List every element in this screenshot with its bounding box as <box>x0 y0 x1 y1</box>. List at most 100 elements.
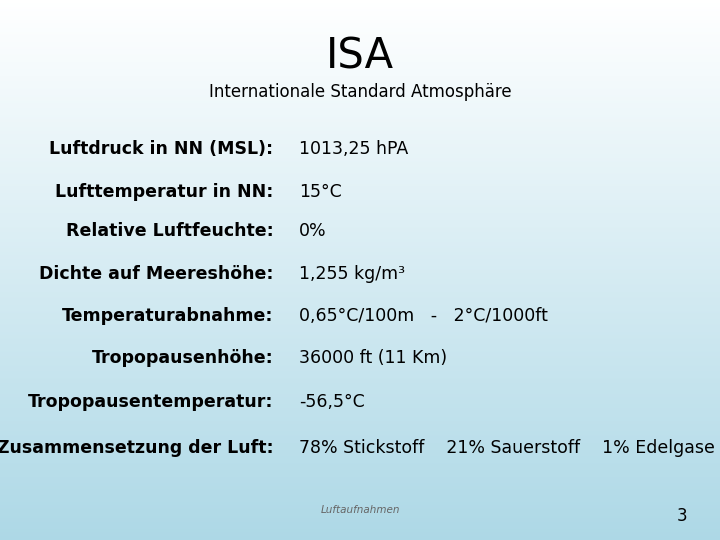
Bar <box>0 292 720 293</box>
Bar <box>0 518 720 519</box>
Bar <box>0 56 720 57</box>
Bar <box>0 77 720 78</box>
Bar <box>0 501 720 502</box>
Bar <box>0 265 720 266</box>
Bar <box>0 361 720 362</box>
Bar <box>0 497 720 498</box>
Bar <box>0 354 720 355</box>
Bar <box>0 491 720 492</box>
Bar <box>0 262 720 263</box>
Bar <box>0 468 720 470</box>
Bar <box>0 138 720 139</box>
Bar <box>0 17 720 19</box>
Bar <box>0 176 720 177</box>
Bar <box>0 256 720 258</box>
Bar <box>0 463 720 464</box>
Bar <box>0 514 720 516</box>
Bar <box>0 119 720 120</box>
Bar <box>0 146 720 147</box>
Bar <box>0 213 720 214</box>
Bar <box>0 509 720 510</box>
Bar <box>0 482 720 483</box>
Bar <box>0 375 720 377</box>
Bar <box>0 467 720 468</box>
Bar <box>0 507 720 508</box>
Bar <box>0 470 720 471</box>
Bar <box>0 220 720 221</box>
Bar <box>0 152 720 154</box>
Bar <box>0 307 720 308</box>
Bar <box>0 343 720 345</box>
Bar <box>0 513 720 514</box>
Bar <box>0 209 720 211</box>
Bar <box>0 314 720 316</box>
Bar <box>0 351 720 353</box>
Bar <box>0 424 720 426</box>
Bar <box>0 382 720 383</box>
Bar <box>0 50 720 51</box>
Bar <box>0 130 720 131</box>
Bar <box>0 0 720 2</box>
Bar <box>0 84 720 85</box>
Bar <box>0 81 720 82</box>
Bar <box>0 9 720 11</box>
Text: Internationale Standard Atmosphäre: Internationale Standard Atmosphäre <box>209 83 511 101</box>
Bar <box>0 342 720 343</box>
Bar <box>0 529 720 530</box>
Bar <box>0 51 720 53</box>
Bar <box>0 286 720 287</box>
Bar <box>0 399 720 400</box>
Bar <box>0 458 720 459</box>
Bar <box>0 280 720 281</box>
Bar <box>0 78 720 79</box>
Bar <box>0 97 720 98</box>
Bar <box>0 61 720 62</box>
Bar <box>0 442 720 443</box>
Bar <box>0 487 720 489</box>
Bar <box>0 243 720 244</box>
Bar <box>0 333 720 335</box>
Bar <box>0 42 720 43</box>
Bar <box>0 490 720 491</box>
Bar <box>0 534 720 535</box>
Bar <box>0 278 720 280</box>
Bar <box>0 289 720 291</box>
Bar <box>0 448 720 449</box>
Bar <box>0 404 720 405</box>
Bar <box>0 420 720 421</box>
Bar <box>0 96 720 97</box>
Bar <box>0 401 720 402</box>
Text: 1013,25 hPA: 1013,25 hPA <box>299 139 408 158</box>
Bar <box>0 335 720 336</box>
Bar <box>0 483 720 485</box>
Text: Temperaturabnahme:: Temperaturabnahme: <box>62 307 274 325</box>
Bar <box>0 308 720 309</box>
Bar <box>0 79 720 81</box>
Bar <box>0 230 720 231</box>
Bar <box>0 301 720 302</box>
Bar <box>0 392 720 393</box>
Bar <box>0 370 720 372</box>
Bar <box>0 36 720 38</box>
Bar <box>0 147 720 149</box>
Bar <box>0 251 720 252</box>
Bar <box>0 313 720 314</box>
Bar <box>0 5 720 6</box>
Bar <box>0 227 720 228</box>
Bar <box>0 100 720 102</box>
Bar <box>0 165 720 166</box>
Bar <box>0 28 720 30</box>
Bar <box>0 92 720 93</box>
Bar <box>0 284 720 285</box>
Bar <box>0 188 720 189</box>
Bar <box>0 22 720 23</box>
Bar <box>0 510 720 512</box>
Bar <box>0 231 720 232</box>
Bar <box>0 200 720 201</box>
Bar <box>0 405 720 406</box>
Bar <box>0 269 720 270</box>
Bar <box>0 204 720 205</box>
Bar <box>0 383 720 384</box>
Bar <box>0 82 720 84</box>
Bar <box>0 372 720 373</box>
